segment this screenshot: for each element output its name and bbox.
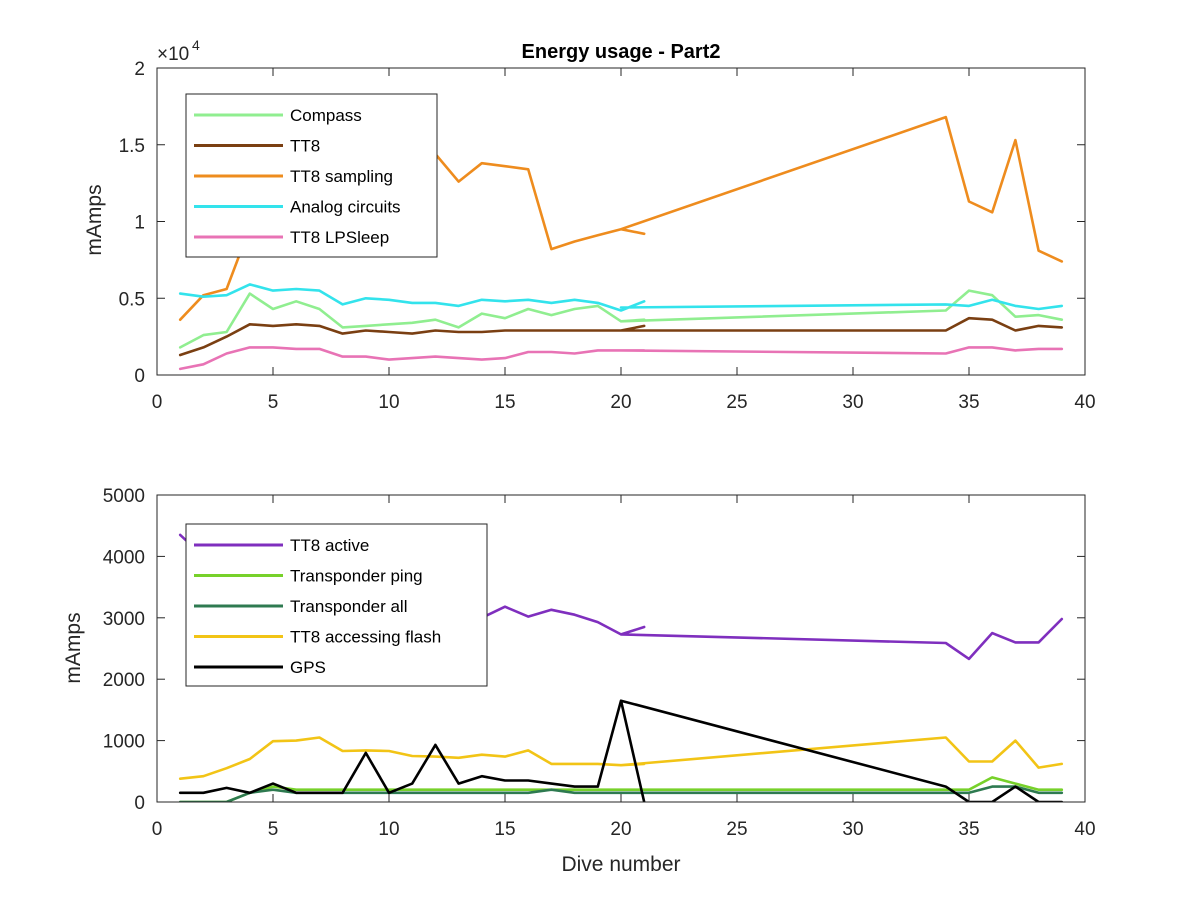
y-exponent-power: 4: [192, 37, 200, 53]
top-panel: Energy usage - Part2 ×10 4 0 5 10 15 20 25 30 3…: [83, 37, 1096, 413]
x-tick-label: 0: [152, 392, 163, 413]
series-line-tt8-accessing-flash: [178, 736, 1064, 780]
x-tick-label: 15: [494, 392, 515, 413]
x-tick-label: 40: [1074, 819, 1095, 840]
legend-label: TT8: [290, 137, 320, 156]
top-plot-area: 0 5 10 15 20 25 30 35 40 0 0.5 1 1.5 2 Compass TT8 TT8 s…: [119, 59, 1096, 413]
y-tick-label: 1.5: [119, 136, 145, 157]
series-line-compass: [178, 289, 1064, 349]
x-tick-label: 25: [726, 819, 747, 840]
x-tick-label: 10: [378, 392, 399, 413]
y-tick-label: 3000: [103, 609, 145, 630]
series-line-transponder-all: [178, 785, 1064, 802]
legend-label: TT8 sampling: [290, 167, 393, 186]
bottom-plot-area: 0 5 10 15 20 25 30 35 40 0 1000 2000 3000 4000 5000 TT8…: [103, 486, 1096, 840]
x-tick-label: 25: [726, 392, 747, 413]
series-line-analog-circuits: [178, 283, 1064, 312]
legend-label: GPS: [290, 658, 326, 677]
y-tick-label: 0.5: [119, 289, 145, 310]
x-tick-label: 5: [268, 819, 279, 840]
bottom-panel: 0 5 10 15 20 25 30 35 40 0 1000 2000 3000 4000 5000 TT8…: [62, 486, 1096, 876]
x-tick-label: 30: [842, 819, 863, 840]
y-exponent-multiplier: ×10: [157, 44, 189, 65]
legend-label: TT8 accessing flash: [290, 628, 441, 647]
series-line-gps: [178, 699, 1064, 802]
legend-label: Compass: [290, 106, 362, 125]
x-tick-label: 10: [378, 819, 399, 840]
x-tick-label: 20: [610, 819, 631, 840]
y-exponent: ×10 4: [157, 37, 200, 65]
chart-title: Energy usage - Part2: [522, 41, 721, 63]
x-tick-label: 30: [842, 392, 863, 413]
bottom-x-axis-label: Dive number: [561, 853, 680, 876]
y-tick-label: 5000: [103, 486, 145, 507]
x-tick-label: 40: [1074, 392, 1095, 413]
top-y-axis-label: mAmps: [83, 184, 106, 255]
series-line-tt8-lpsleep: [178, 346, 1064, 371]
bottom-y-axis-label: mAmps: [62, 612, 85, 683]
x-tick-label: 35: [958, 392, 979, 413]
bottom-legend: TT8 active Transponder ping Transponder al…: [185, 523, 488, 687]
legend-label: TT8 active: [290, 536, 369, 555]
y-tick-label: 4000: [103, 547, 145, 568]
y-tick-label: 1: [134, 213, 145, 234]
x-tick-label: 0: [152, 819, 163, 840]
top-legend: Compass TT8 TT8 sampling Analog circuits TT8…: [185, 93, 438, 258]
legend-label: Transponder all: [290, 597, 408, 616]
legend-label: Transponder ping: [290, 567, 423, 586]
bottom-series-lines: [178, 533, 1064, 802]
legend-label: Analog circuits: [290, 198, 401, 217]
y-tick-label: 0: [134, 366, 145, 387]
y-tick-label: 0: [134, 793, 145, 814]
y-tick-label: 2: [134, 59, 145, 80]
x-tick-label: 5: [268, 392, 279, 413]
x-tick-label: 15: [494, 819, 515, 840]
y-tick-label: 2000: [103, 670, 145, 691]
y-tick-label: 1000: [103, 732, 145, 753]
series-line-tt8: [178, 316, 1064, 357]
x-tick-label: 20: [610, 392, 631, 413]
legend-label: TT8 LPSleep: [290, 228, 389, 247]
x-tick-label: 35: [958, 819, 979, 840]
